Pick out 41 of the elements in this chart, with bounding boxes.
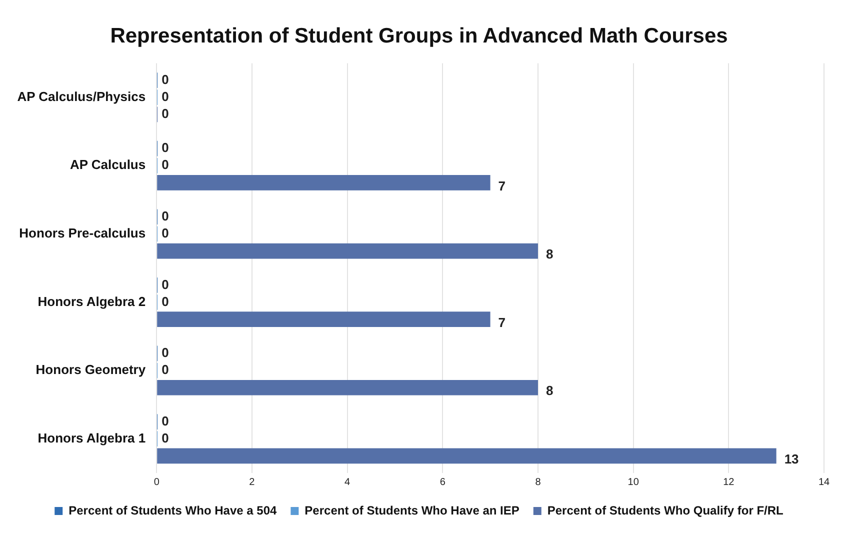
data-label: 0 xyxy=(162,106,169,122)
data-label: 13 xyxy=(784,452,799,467)
data-label: 0 xyxy=(162,294,169,309)
x-tick-label: 2 xyxy=(249,476,256,488)
y-tick-label: AP Calculus xyxy=(70,157,146,172)
x-tick-label: 4 xyxy=(344,476,351,488)
legend-label: Percent of Students Who Qualify for F/RL xyxy=(547,503,784,518)
y-tick-label: AP Calculus/Physics xyxy=(17,88,146,104)
data-label: 0 xyxy=(162,226,169,241)
data-label: 0 xyxy=(162,72,169,87)
data-label: 7 xyxy=(498,314,506,330)
y-tick-label: Honors Algebra 2 xyxy=(38,294,146,309)
bar xyxy=(157,312,490,328)
x-tick-label: 6 xyxy=(440,476,446,488)
bar xyxy=(157,243,538,259)
x-tick-label: 10 xyxy=(628,476,640,488)
bar xyxy=(157,175,490,190)
x-tick-label: 8 xyxy=(535,476,542,488)
data-label: 7 xyxy=(498,178,506,194)
data-label: 0 xyxy=(162,157,169,172)
data-label: 0 xyxy=(162,362,169,378)
data-label: 0 xyxy=(162,276,169,292)
y-tick-label: Honors Geometry xyxy=(36,362,146,378)
data-label: 8 xyxy=(546,383,554,398)
x-tick-label: 0 xyxy=(154,476,160,488)
bar xyxy=(157,380,538,396)
data-label: 8 xyxy=(546,246,554,262)
legend-label: Percent of Students Who Have an IEP xyxy=(304,503,520,518)
data-label: 0 xyxy=(162,413,169,428)
data-label: 0 xyxy=(162,430,169,446)
data-label: 0 xyxy=(162,88,169,104)
bar xyxy=(157,448,776,464)
chart-title: Representation of Student Groups in Advanced Math Courses xyxy=(110,24,728,48)
y-tick-label: Honors Pre-calculus xyxy=(19,226,146,241)
legend-label: Percent of Students Who Have a 504 xyxy=(68,503,277,518)
x-tick-label: 14 xyxy=(818,476,830,488)
x-tick-label: 12 xyxy=(723,476,735,488)
data-label: 0 xyxy=(162,345,169,360)
data-label: 0 xyxy=(162,208,169,224)
data-label: 0 xyxy=(162,140,169,156)
y-tick-label: Honors Algebra 1 xyxy=(38,430,146,446)
